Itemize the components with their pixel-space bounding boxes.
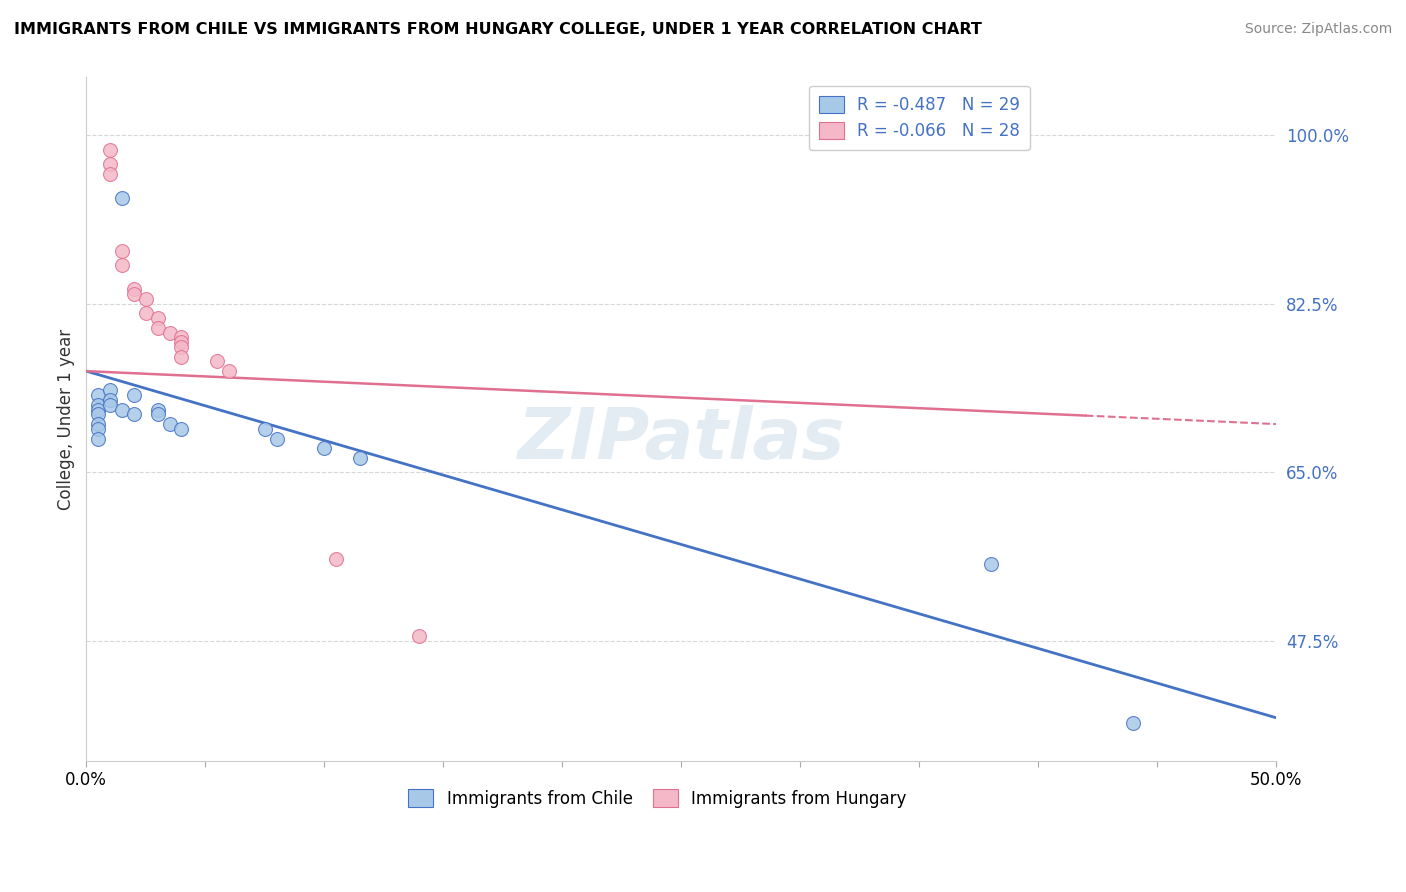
Point: [87, 398, 110, 412]
Point: [146, 320, 169, 334]
Point: [314, 441, 336, 455]
Point: [111, 258, 134, 272]
Point: [146, 311, 169, 326]
Point: [170, 340, 193, 354]
Point: [87, 408, 110, 422]
Point: [98, 392, 121, 407]
Point: [980, 557, 1002, 571]
Point: [87, 402, 110, 417]
Point: [122, 282, 145, 296]
Point: [266, 432, 288, 446]
Text: Source: ZipAtlas.com: Source: ZipAtlas.com: [1244, 22, 1392, 37]
Point: [325, 552, 347, 566]
Point: [98, 384, 121, 398]
Point: [170, 422, 193, 436]
Point: [87, 388, 110, 402]
Y-axis label: College, Under 1 year: College, Under 1 year: [58, 328, 75, 510]
Point: [122, 408, 145, 422]
Point: [98, 157, 121, 171]
Point: [218, 364, 240, 378]
Point: [122, 388, 145, 402]
Text: ZIPatlas: ZIPatlas: [517, 405, 845, 475]
Point: [122, 287, 145, 301]
Point: [349, 450, 371, 465]
Point: [253, 422, 276, 436]
Text: IMMIGRANTS FROM CHILE VS IMMIGRANTS FROM HUNGARY COLLEGE, UNDER 1 YEAR CORRELATI: IMMIGRANTS FROM CHILE VS IMMIGRANTS FROM…: [14, 22, 981, 37]
Point: [159, 417, 181, 431]
Point: [111, 191, 134, 205]
Point: [205, 354, 228, 368]
Point: [87, 422, 110, 436]
Point: [111, 402, 134, 417]
Point: [159, 326, 181, 340]
Point: [146, 408, 169, 422]
Point: [98, 398, 121, 412]
Point: [170, 335, 193, 350]
Point: [111, 244, 134, 258]
Point: [87, 417, 110, 431]
Point: [170, 350, 193, 364]
Point: [98, 167, 121, 181]
Legend: Immigrants from Chile, Immigrants from Hungary: Immigrants from Chile, Immigrants from H…: [402, 783, 912, 814]
Point: [98, 143, 121, 157]
Point: [408, 629, 430, 643]
Point: [135, 292, 157, 306]
Point: [87, 432, 110, 446]
Point: [170, 330, 193, 344]
Point: [1122, 715, 1144, 730]
Point: [135, 306, 157, 320]
Point: [146, 402, 169, 417]
